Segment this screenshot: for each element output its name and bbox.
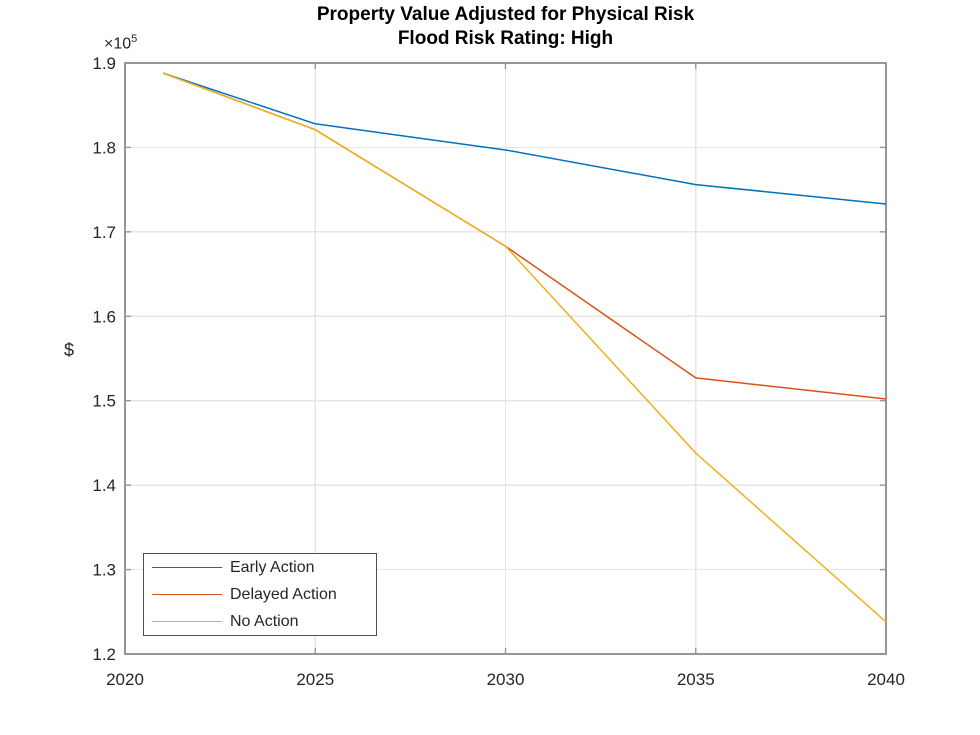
series-line-no-action (162, 72, 887, 623)
y-axis-multiplier-exponent: 5 (131, 33, 138, 45)
series-line-delayed-action (162, 72, 887, 400)
chart-title: Property Value Adjusted for Physical Ris… (125, 3, 886, 51)
x-tick-label: 2025 (296, 670, 334, 689)
y-tick-label: 1.9 (92, 54, 116, 73)
legend-line-sample-no-action (152, 621, 222, 622)
chart-title-line2: Flood Risk Rating: High (397, 28, 614, 49)
y-axis-multiplier: ×105 (104, 33, 137, 53)
legend-label-delayed-action: Delayed Action (230, 585, 337, 603)
x-tick-label: 2040 (867, 670, 905, 689)
y-tick-label: 1.3 (92, 561, 116, 580)
legend-label-early-action: Early Action (230, 558, 315, 576)
chart-title-line1: Property Value Adjusted for Physical Ris… (316, 4, 695, 25)
legend-item-delayed-action: Delayed Action (144, 586, 376, 604)
y-tick-label: 1.4 (92, 476, 116, 495)
y-tick-label: 1.6 (92, 307, 116, 326)
x-tick-label: 2030 (487, 670, 525, 689)
legend-line-sample-early-action (152, 567, 222, 568)
y-tick-label: 1.8 (92, 138, 116, 157)
y-tick-label: 1.2 (92, 645, 116, 664)
y-axis-multiplier-base: ×10 (104, 35, 132, 53)
legend-label-no-action: No Action (230, 612, 299, 630)
y-tick-label: 1.7 (92, 223, 116, 242)
x-tick-label: 2020 (106, 670, 144, 689)
legend-item-early-action: Early Action (144, 559, 376, 577)
legend-item-no-action: No Action (144, 613, 376, 631)
x-tick-label: 2035 (677, 670, 715, 689)
legend-line-sample-delayed-action (152, 594, 222, 595)
series-line-early-action (162, 72, 887, 205)
y-tick-label: 1.5 (92, 392, 116, 411)
legend: Early Action Delayed Action No Action (143, 553, 377, 636)
y-axis-label: $ (63, 340, 74, 360)
